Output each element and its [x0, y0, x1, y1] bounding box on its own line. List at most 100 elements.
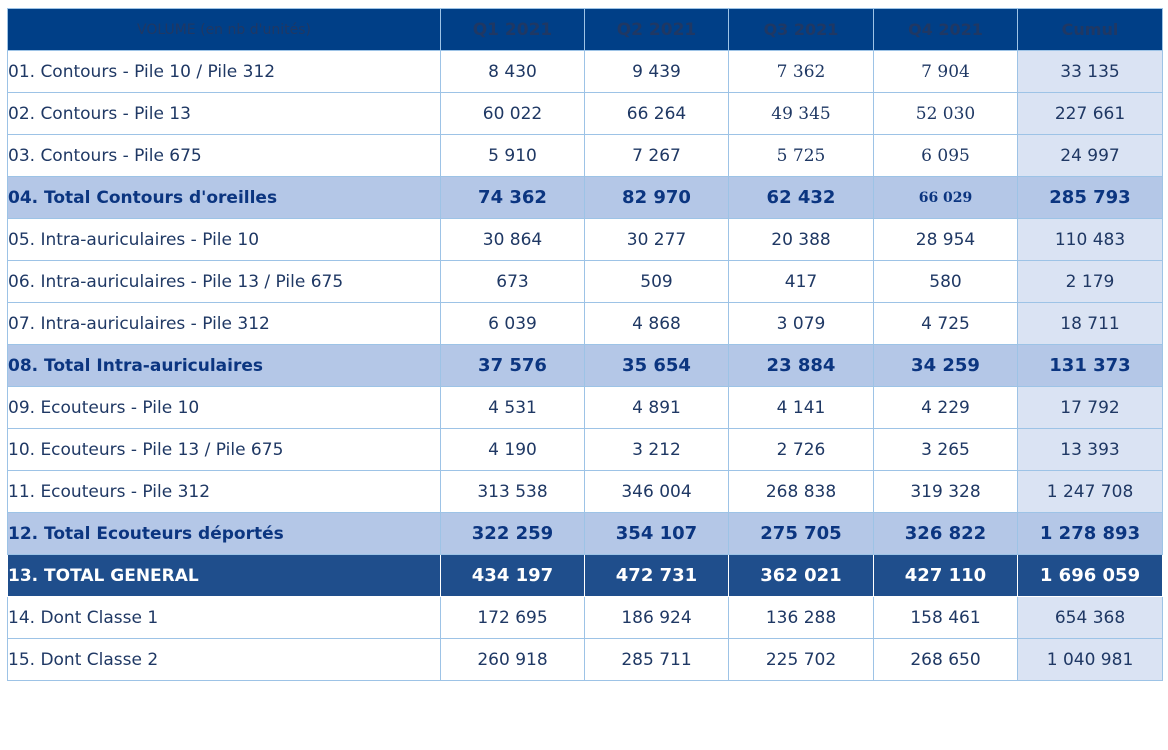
cell-q1: 30 864: [440, 218, 585, 261]
cell-q2: 3 212: [584, 428, 729, 471]
table-row: 01. Contours - Pile 10 / Pile 312 8 430 …: [7, 50, 1163, 93]
cell-q1: 60 022: [440, 92, 585, 135]
cell-q4: 427 110: [873, 554, 1018, 597]
cell-cumul: 17 792: [1017, 386, 1163, 429]
table-row: 15. Dont Classe 2 260 918 285 711 225 70…: [7, 638, 1163, 681]
row-label: 12. Total Ecouteurs déportés: [7, 512, 441, 555]
cell-cumul: 227 661: [1017, 92, 1163, 135]
cell-cumul: 1 278 893: [1017, 512, 1163, 555]
cell-q3: 268 838: [728, 470, 874, 513]
row-label: 07. Intra-auriculaires - Pile 312: [7, 302, 441, 345]
cell-q3: 275 705: [728, 512, 874, 555]
cell-q2: 9 439: [584, 50, 729, 93]
row-label: 15. Dont Classe 2: [7, 638, 441, 681]
subtotal-row: 04. Total Contours d'oreilles 74 362 82 …: [7, 176, 1163, 219]
cell-q1: 313 538: [440, 470, 585, 513]
cell-q2: 472 731: [584, 554, 729, 597]
cell-q1: 37 576: [440, 344, 585, 387]
cell-q3: 2 726: [728, 428, 874, 471]
cell-q3: 20 388: [728, 218, 874, 261]
cell-q2: 354 107: [584, 512, 729, 555]
cell-cumul: 131 373: [1017, 344, 1163, 387]
cell-cumul: 1 696 059: [1017, 554, 1163, 597]
cell-q1: 673: [440, 260, 585, 303]
table-row: 03. Contours - Pile 675 5 910 7 267 5 72…: [7, 134, 1163, 177]
header-row: VOLUME (en nb d'unités) Q1 2021 Q2 2021 …: [7, 8, 1163, 51]
cell-q2: 285 711: [584, 638, 729, 681]
cell-cumul: 1 040 981: [1017, 638, 1163, 681]
cell-q3: 136 288: [728, 596, 874, 639]
cell-cumul: 654 368: [1017, 596, 1163, 639]
cell-cumul: 2 179: [1017, 260, 1163, 303]
table-row: 10. Ecouteurs - Pile 13 / Pile 675 4 190…: [7, 428, 1163, 471]
cell-q3: 362 021: [728, 554, 874, 597]
subtotal-row: 12. Total Ecouteurs déportés 322 259 354…: [7, 512, 1163, 555]
cell-cumul: 285 793: [1017, 176, 1163, 219]
table-row: 02. Contours - Pile 13 60 022 66 264 49 …: [7, 92, 1163, 135]
cell-q3: 7 362: [728, 50, 874, 93]
table-row: 05. Intra-auriculaires - Pile 10 30 864 …: [7, 218, 1163, 261]
cell-q1: 74 362: [440, 176, 585, 219]
row-label: 06. Intra-auriculaires - Pile 13 / Pile …: [7, 260, 441, 303]
cell-q2: 35 654: [584, 344, 729, 387]
cell-q4: 34 259: [873, 344, 1018, 387]
cell-q4: 7 904: [873, 50, 1018, 93]
cell-q2: 346 004: [584, 470, 729, 513]
cell-q4: 4 725: [873, 302, 1018, 345]
cell-q1: 4 531: [440, 386, 585, 429]
cell-cumul: 18 711: [1017, 302, 1163, 345]
cell-q4: 28 954: [873, 218, 1018, 261]
row-label: 08. Total Intra-auriculaires: [7, 344, 441, 387]
cell-q4: 52 030: [873, 92, 1018, 135]
cell-q2: 4 868: [584, 302, 729, 345]
cell-q2: 4 891: [584, 386, 729, 429]
cell-q3: 225 702: [728, 638, 874, 681]
cell-cumul: 33 135: [1017, 50, 1163, 93]
row-label: 11. Ecouteurs - Pile 312: [7, 470, 441, 513]
header-volume-label: VOLUME (en nb d'unités): [7, 8, 441, 51]
header-cumul: Cumul: [1017, 8, 1163, 51]
row-label: 10. Ecouteurs - Pile 13 / Pile 675: [7, 428, 441, 471]
cell-q4: 268 650: [873, 638, 1018, 681]
row-label: 01. Contours - Pile 10 / Pile 312: [7, 50, 441, 93]
cell-q1: 5 910: [440, 134, 585, 177]
cell-q2: 30 277: [584, 218, 729, 261]
cell-q1: 322 259: [440, 512, 585, 555]
cell-q3: 49 345: [728, 92, 874, 135]
cell-q3: 23 884: [728, 344, 874, 387]
cell-q4: 158 461: [873, 596, 1018, 639]
cell-q4: 326 822: [873, 512, 1018, 555]
row-label: 04. Total Contours d'oreilles: [7, 176, 441, 219]
table-row: 11. Ecouteurs - Pile 312 313 538 346 004…: [7, 470, 1163, 513]
row-label: 13. TOTAL GENERAL: [7, 554, 441, 597]
cell-q4: 66 029: [873, 176, 1018, 219]
cell-q1: 8 430: [440, 50, 585, 93]
cell-q2: 186 924: [584, 596, 729, 639]
cell-q2: 7 267: [584, 134, 729, 177]
cell-q3: 417: [728, 260, 874, 303]
cell-q2: 82 970: [584, 176, 729, 219]
subtotal-row: 08. Total Intra-auriculaires 37 576 35 6…: [7, 344, 1163, 387]
cell-cumul: 110 483: [1017, 218, 1163, 261]
cell-q4: 4 229: [873, 386, 1018, 429]
cell-q4: 580: [873, 260, 1018, 303]
row-label: 09. Ecouteurs - Pile 10: [7, 386, 441, 429]
cell-q4: 6 095: [873, 134, 1018, 177]
cell-q3: 62 432: [728, 176, 874, 219]
cell-q3: 4 141: [728, 386, 874, 429]
row-label: 03. Contours - Pile 675: [7, 134, 441, 177]
header-q4: Q4 2021: [873, 8, 1018, 51]
cell-cumul: 13 393: [1017, 428, 1163, 471]
cell-q2: 66 264: [584, 92, 729, 135]
row-label: 05. Intra-auriculaires - Pile 10: [7, 218, 441, 261]
volume-table: VOLUME (en nb d'unités) Q1 2021 Q2 2021 …: [7, 8, 1163, 681]
cell-q1: 172 695: [440, 596, 585, 639]
cell-q1: 4 190: [440, 428, 585, 471]
row-label: 14. Dont Classe 1: [7, 596, 441, 639]
cell-q1: 260 918: [440, 638, 585, 681]
cell-q3: 5 725: [728, 134, 874, 177]
cell-cumul: 24 997: [1017, 134, 1163, 177]
header-q1: Q1 2021: [440, 8, 585, 51]
grand-total-row: 13. TOTAL GENERAL 434 197 472 731 362 02…: [7, 554, 1163, 597]
header-q3: Q3 2021: [728, 8, 874, 51]
